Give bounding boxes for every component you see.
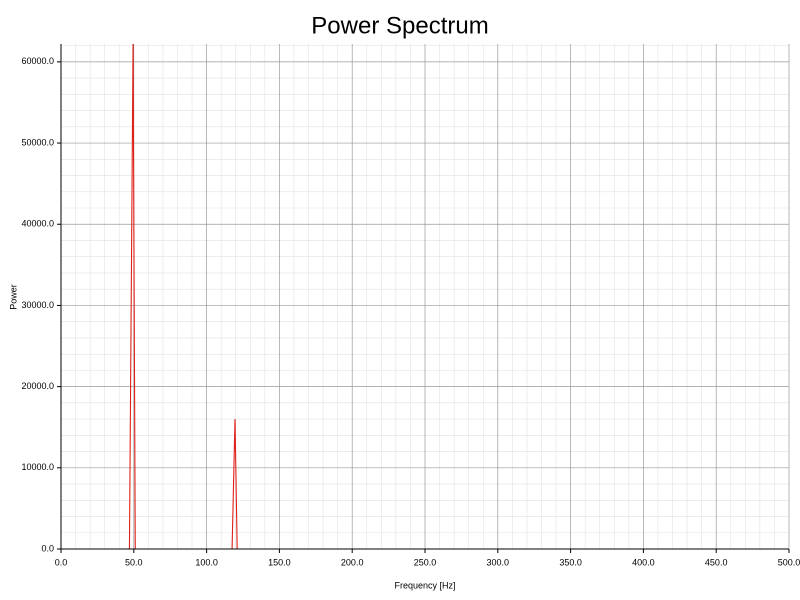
x-tick-label: 400.0 [632, 557, 655, 567]
y-tick-label: 50000.0 [21, 137, 54, 147]
x-tick-label: 300.0 [487, 557, 510, 567]
y-tick-label: 60000.0 [21, 56, 54, 66]
y-tick-label: 10000.0 [21, 462, 54, 472]
x-tick-label: 250.0 [414, 557, 437, 567]
chart-title: Power Spectrum [311, 12, 488, 39]
minor-grid [61, 44, 789, 549]
x-tick-label: 500.0 [778, 557, 800, 567]
x-tick-label: 150.0 [268, 557, 291, 567]
major-grid [60, 44, 790, 550]
y-tick-label: 30000.0 [21, 300, 54, 310]
x-tick-label: 450.0 [705, 557, 728, 567]
x-tick-label: 200.0 [341, 557, 364, 567]
y-tick-label: 40000.0 [21, 219, 54, 229]
x-axis-label: Frequency [Hz] [394, 580, 455, 590]
y-tick-label: 20000.0 [21, 381, 54, 391]
plot-area [61, 44, 789, 549]
x-tick-label: 0.0 [55, 557, 68, 567]
x-tick-label: 350.0 [559, 557, 582, 567]
axes: 0.0 50.0 100.0 150.0 200.0 250.0 300.0 350.0 400… [21, 44, 800, 567]
y-axis-label: Power [8, 284, 18, 310]
line-series [61, 44, 789, 549]
y-tick-label: 0.0 [41, 543, 54, 553]
x-tick-label: 50.0 [125, 557, 143, 567]
x-tick-label: 100.0 [195, 557, 218, 567]
